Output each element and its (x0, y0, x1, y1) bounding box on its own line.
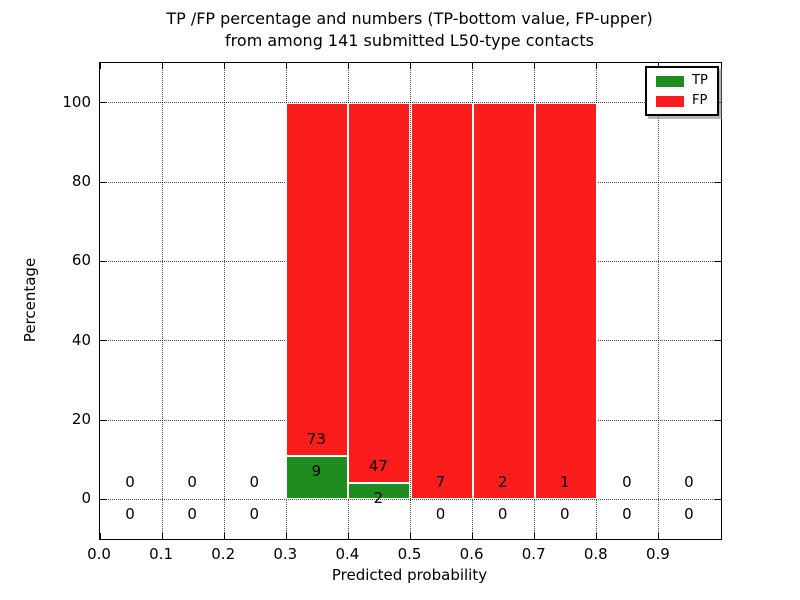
x-tick-label: 0.3 (273, 545, 298, 563)
x-tick-mark (285, 533, 287, 539)
x-tick-mark (161, 533, 163, 539)
bar-segment-fp (348, 102, 411, 484)
bar-segment-tp (286, 455, 349, 500)
tp-count-label: 9 (311, 461, 322, 480)
y-tick-label: 0 (81, 489, 91, 508)
y-tick-mark (715, 181, 721, 183)
chart-title-line1: TP /FP percentage and numbers (TP-bottom… (166, 9, 653, 28)
fp-count-label: 0 (684, 473, 694, 492)
x-tick-label: 0.1 (149, 545, 174, 563)
x-tick-label: 0.6 (459, 545, 484, 563)
fp-count-label: 0 (187, 473, 197, 492)
legend-swatch-fp (656, 95, 684, 107)
x-tick-mark (99, 533, 101, 539)
tp-count-label: 0 (559, 505, 570, 524)
x-tick-mark (223, 533, 225, 539)
bar-segment-tp (348, 483, 411, 500)
y-tick-mark (100, 181, 106, 183)
grid-line-vertical (223, 63, 225, 539)
legend-label: TP (692, 73, 708, 88)
y-tick-mark (715, 340, 721, 342)
tp-count-label: 0 (684, 505, 694, 524)
x-tick-mark (472, 63, 474, 69)
y-tick-label: 80 (71, 172, 91, 190)
bar-segment-fp (410, 102, 473, 500)
fp-count-label: 0 (249, 473, 260, 492)
y-tick-label: 40 (71, 330, 91, 349)
x-tick-mark (347, 63, 349, 69)
chart-title: TP /FP percentage and numbers (TP-bottom… (99, 8, 720, 52)
y-tick-mark (715, 419, 721, 421)
y-tick-mark (100, 340, 106, 342)
fp-count-label: 7 (435, 473, 446, 492)
grid-line-horizontal (100, 498, 721, 500)
x-tick-mark (658, 533, 660, 539)
fp-count-label: 0 (622, 473, 632, 492)
legend-swatch-tp (656, 75, 684, 87)
legend-entry: TP (656, 74, 708, 88)
x-tick-mark (347, 533, 349, 539)
x-tick-label: 0.7 (521, 545, 546, 563)
x-tick-mark (285, 63, 287, 69)
tp-count-label: 0 (497, 505, 508, 524)
x-tick-label: 0.5 (397, 545, 422, 563)
fp-count-label: 1 (559, 473, 570, 492)
fp-count-label: 47 (368, 457, 388, 476)
grid-line-vertical (658, 63, 660, 539)
y-tick-label: 20 (71, 410, 91, 428)
tp-count-label: 0 (125, 505, 135, 524)
x-tick-mark (410, 63, 411, 69)
tp-count-label: 0 (435, 505, 446, 524)
legend-label: FP (692, 93, 708, 108)
x-tick-mark (534, 63, 536, 69)
tp-count-label: 0 (249, 505, 260, 524)
y-tick-label: 60 (71, 251, 91, 270)
y-tick-label: 100 (62, 92, 91, 111)
tp-count-label: 0 (622, 505, 632, 524)
y-tick-mark (715, 260, 721, 262)
x-tick-mark (161, 63, 163, 69)
x-tick-mark (410, 533, 411, 539)
x-tick-label: 0.0 (87, 545, 111, 563)
bar-segment-fp (472, 102, 535, 500)
tp-count-label: 0 (187, 505, 197, 524)
tp-count-label: 2 (373, 489, 384, 507)
x-tick-label: 0.8 (583, 545, 608, 563)
x-tick-label: 0.9 (645, 545, 670, 563)
legend: TP FP (645, 66, 719, 116)
y-tick-mark (100, 419, 106, 421)
bar-segment-fp (286, 102, 349, 456)
legend-entry: FP (656, 94, 708, 108)
x-tick-mark (223, 63, 225, 69)
x-tick-mark (534, 533, 536, 539)
fp-count-label: 73 (306, 429, 326, 448)
grid-line-vertical (161, 63, 163, 539)
fp-count-label: 2 (497, 473, 508, 492)
y-tick-mark (100, 102, 106, 104)
x-tick-mark (596, 533, 598, 539)
x-tick-mark (99, 63, 101, 69)
x-tick-mark (472, 533, 474, 539)
y-tick-mark (100, 498, 106, 500)
grid-line-vertical (596, 63, 598, 539)
y-tick-mark (100, 260, 106, 262)
fp-count-label: 0 (125, 473, 135, 492)
x-tick-label: 0.4 (335, 545, 360, 563)
x-axis-label: Predicted probability (331, 566, 488, 584)
plot-area (99, 62, 722, 540)
x-tick-label: 0.2 (211, 545, 236, 563)
y-tick-mark (715, 498, 721, 500)
y-axis-label: Percentage (21, 257, 39, 343)
chart-title-line2: from among 141 submitted L50-type contac… (225, 31, 594, 50)
x-tick-mark (596, 63, 598, 69)
bar-segment-fp (534, 102, 597, 500)
